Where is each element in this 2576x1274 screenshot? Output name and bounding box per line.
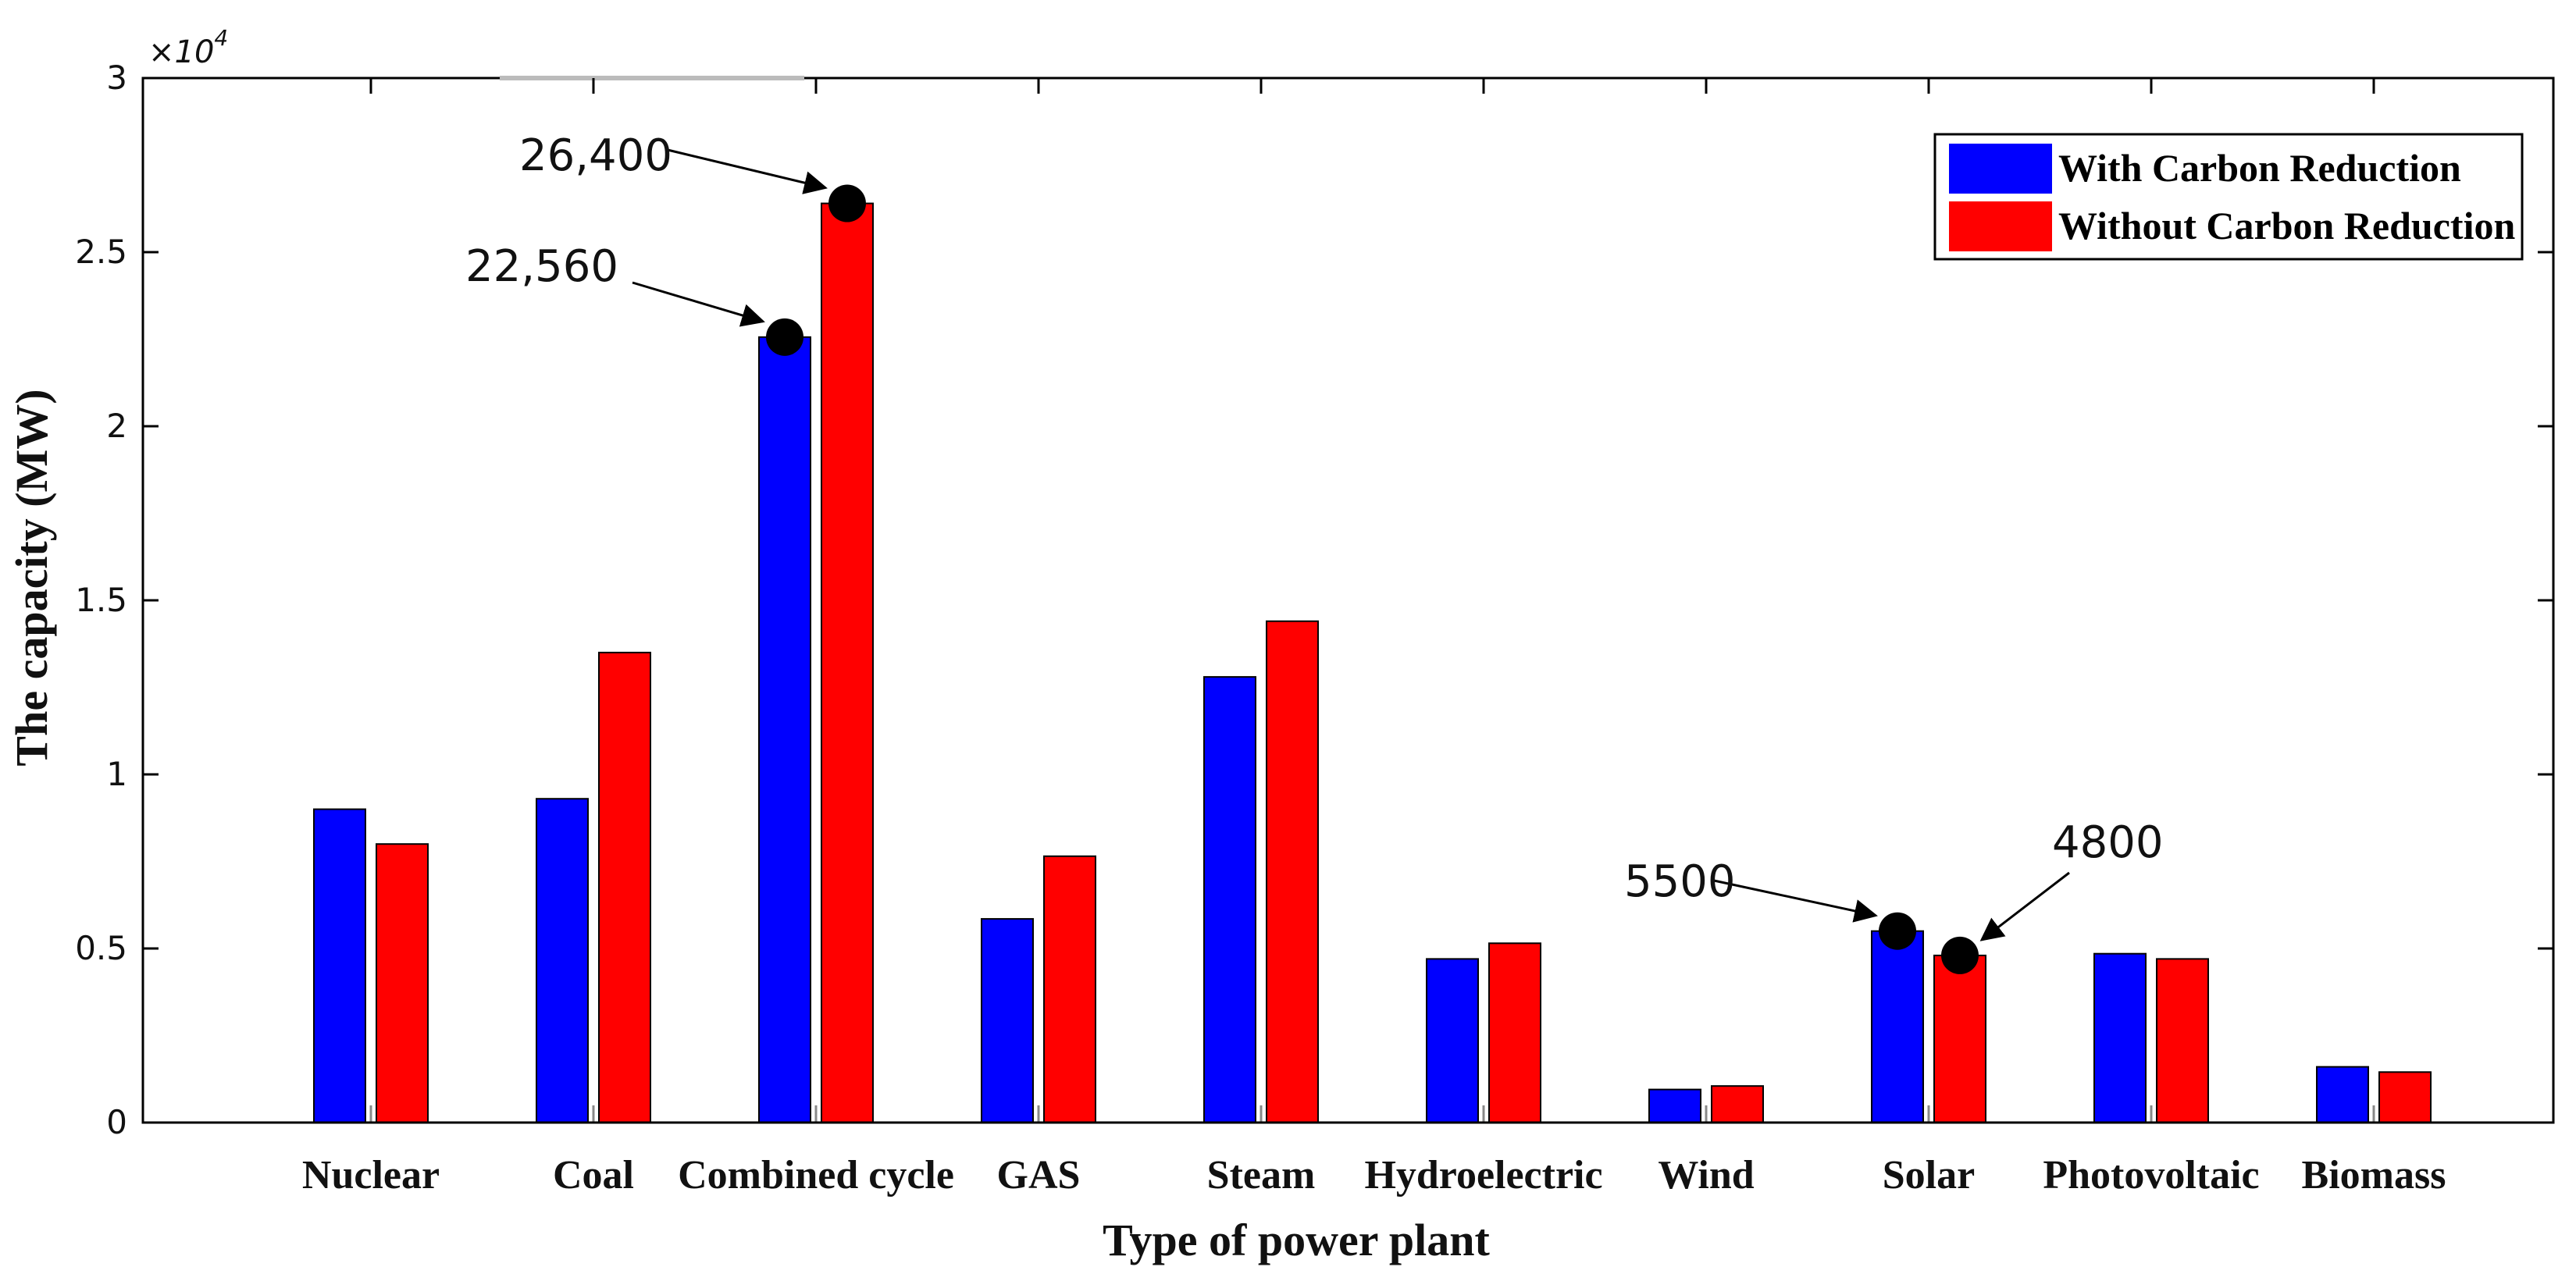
y-exponent-label: ×104 [148,25,228,70]
legend-swatch-with-carbon [1949,144,2052,194]
annotation-dot [1879,912,1916,950]
bar-with-steam [1203,676,1256,1123]
x-tick-label: Biomass [2302,1153,2446,1197]
x-tick-label: Nuclear [302,1153,440,1197]
x-tick-label: Steam [1207,1153,1316,1197]
annotation-arrow [1979,871,2070,941]
bar-without-gas [1043,855,1096,1124]
bar-with-wind [1648,1088,1701,1124]
y-tick-label: 1 [106,755,127,793]
bar-with-coal [536,798,589,1123]
x-tick-label: Wind [1658,1153,1754,1197]
bar-with-combined-cycle [758,336,811,1124]
annotation-arrow [632,281,765,327]
legend: With Carbon Reduction Without Carbon Red… [1933,133,2524,261]
x-tick-label: Photovoltaic [2043,1153,2259,1197]
bar-without-biomass [2378,1071,2432,1123]
annotation-label: 5500 [1624,856,1736,907]
annotation-arrow [1713,879,1878,923]
bar-without-nuclear [376,843,429,1123]
bar-without-hydroelectric [1488,942,1541,1124]
x-tick-label: Combined cycle [678,1153,954,1197]
annotation-arrow [667,148,828,194]
y-tick-label: 2.5 [75,233,127,271]
y-tick-label: 3 [106,59,127,97]
bar-with-photovoltaic [2093,952,2147,1123]
y-tick-label: 0 [106,1103,127,1141]
bar-without-coal [598,651,651,1123]
bar-with-gas [981,918,1034,1123]
annotation-dot [828,184,866,222]
annotation-dot [1941,936,1979,974]
bar-without-wind [1711,1085,1764,1124]
bar-without-solar [1933,954,1986,1124]
annotation-label: 4800 [2052,817,2164,868]
x-tick-label: Coal [553,1153,634,1197]
y-tick-label: 1.5 [75,581,127,619]
bar-with-nuclear [313,808,366,1123]
bar-without-combined-cycle [821,202,874,1123]
bar-without-steam [1266,620,1319,1123]
legend-swatch-without-carbon [1949,201,2052,251]
legend-label-with-carbon: With Carbon Reduction [2058,146,2461,190]
bar-with-solar [1871,930,1924,1123]
y-tick-label: 0.5 [75,929,127,967]
bar-with-hydroelectric [1426,958,1479,1123]
bar-without-photovoltaic [2156,958,2209,1123]
annotation-label: 22,560 [465,241,618,292]
x-axis-title: Type of power plant [1103,1215,1490,1265]
legend-label-without-carbon: Without Carbon Reduction [2058,204,2515,247]
y-axis-title: The capacity (MW) [6,389,57,766]
bar-with-biomass [2316,1066,2369,1124]
annotation-label: 26,400 [519,130,672,181]
y-tick-label: 2 [106,407,127,445]
x-tick-label: Solar [1883,1153,1975,1197]
x-tick-label: GAS [997,1153,1081,1197]
x-tick-label: Hydroelectric [1364,1153,1602,1197]
annotation-dot [766,318,803,356]
